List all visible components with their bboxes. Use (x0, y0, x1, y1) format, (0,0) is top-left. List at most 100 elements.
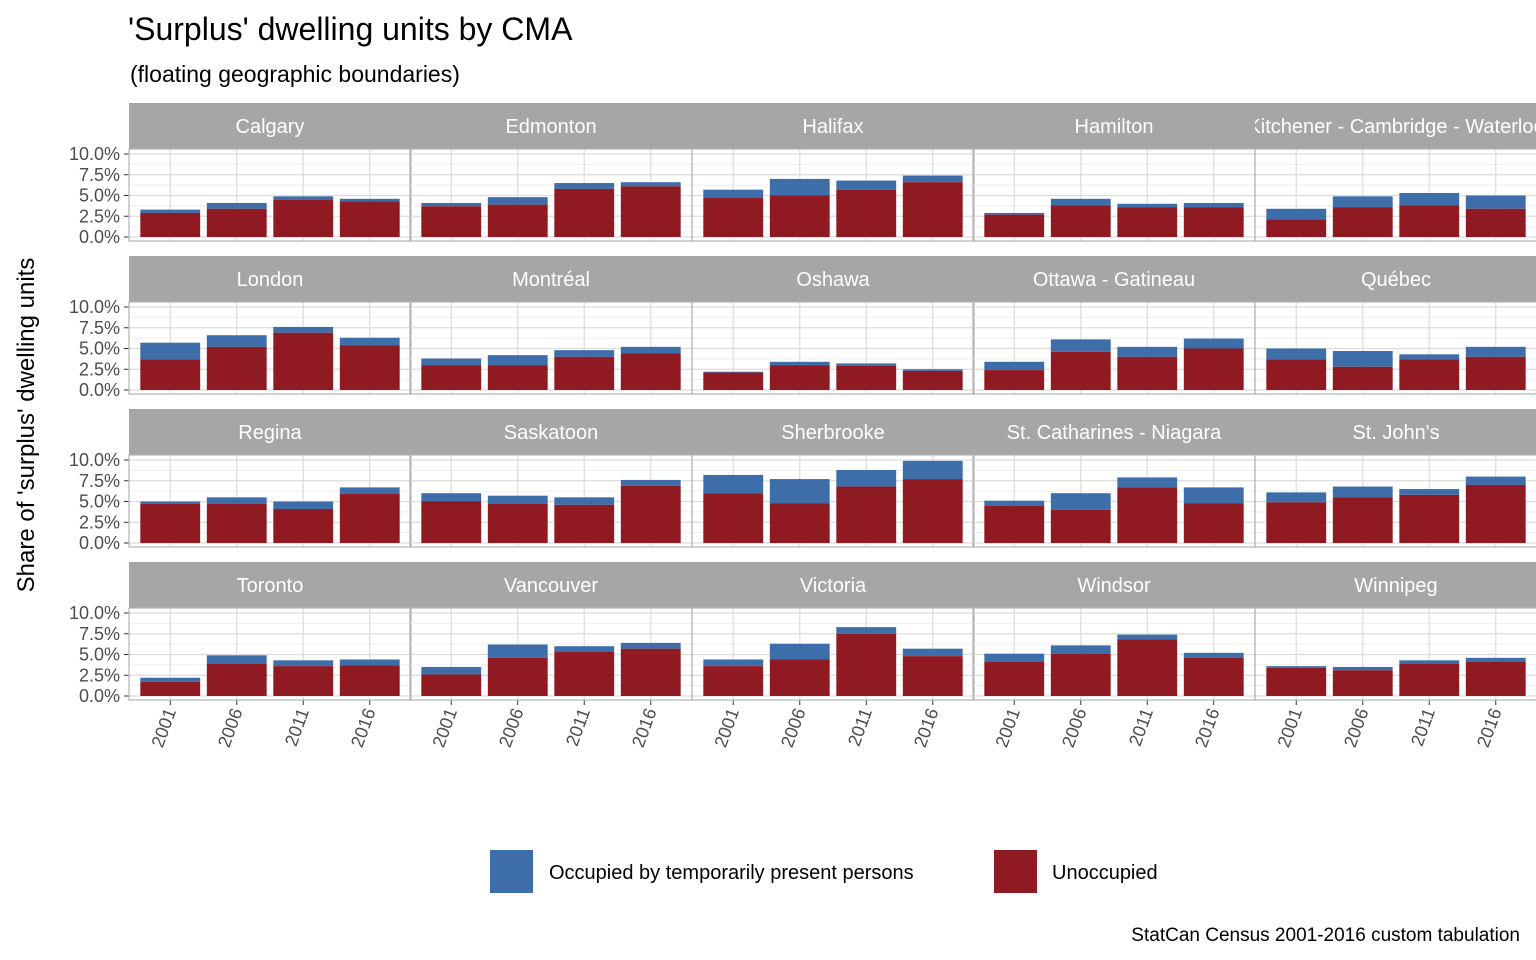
facet-strip (692, 562, 974, 608)
bar-temporary-2011 (554, 646, 615, 653)
bar-unoccupied-2016 (339, 345, 400, 390)
facet-panel-hamilton: Hamilton (972, 103, 1256, 242)
facet-panel-windsor: Windsor 2001 2006 2011 2016 (972, 562, 1256, 750)
bar-temporary-2006 (769, 361, 830, 366)
bar-temporary-2001 (421, 666, 482, 675)
bar-temporary-2016 (339, 659, 400, 666)
x-tick-label: 2001 (429, 706, 461, 750)
x-tick-label: 2006 (214, 706, 246, 750)
bar-temporary-2001 (140, 342, 201, 360)
facet-strip-label: Ottawa - Gatineau (1033, 269, 1195, 291)
bar-temporary-2001 (140, 501, 201, 504)
y-tick-label: 10.0% (69, 603, 120, 623)
y-tick-label: 7.5% (79, 165, 120, 185)
x-tick-label: 2006 (495, 706, 527, 750)
bar-unoccupied-2001 (1266, 359, 1327, 390)
bar-temporary-2011 (1117, 203, 1178, 208)
bar-temporary-2011 (554, 350, 615, 357)
bar-unoccupied-2011 (1399, 494, 1460, 543)
bar-unoccupied-2011 (1117, 487, 1178, 543)
legend-label-unoccupied: Unoccupied (1052, 862, 1158, 884)
bar-temporary-2011 (273, 196, 334, 200)
bar-temporary-2016 (1465, 476, 1526, 485)
bar-unoccupied-2011 (836, 365, 897, 390)
bar-temporary-2016 (1465, 657, 1526, 662)
x-tick-label: 2016 (1473, 706, 1505, 750)
bar-temporary-2016 (620, 642, 681, 649)
facet-panel-montr-al: Montréal (409, 256, 693, 395)
bar-unoccupied-2006 (487, 657, 548, 696)
x-tick-label: 2011 (281, 706, 313, 749)
bar-temporary-2016 (1183, 338, 1244, 349)
x-tick-label: 2001 (992, 706, 1024, 750)
facet-panel-winnipeg: Winnipeg 2001 2006 2011 2016 (1254, 562, 1536, 750)
bar-unoccupied-2006 (1050, 653, 1111, 696)
bar-temporary-2001 (1266, 666, 1327, 668)
bar-unoccupied-2016 (1465, 356, 1526, 390)
x-tick-label: 2001 (711, 706, 743, 750)
bar-unoccupied-2006 (769, 659, 830, 696)
bar-unoccupied-2001 (703, 666, 764, 696)
bar-unoccupied-2016 (339, 201, 400, 237)
bar-unoccupied-2016 (1183, 657, 1244, 696)
bar-temporary-2006 (1332, 350, 1393, 367)
facet-strip-label: Kitchener - Cambridge - Waterloo (1247, 116, 1536, 138)
bar-unoccupied-2011 (273, 332, 334, 390)
bar-temporary-2016 (339, 198, 400, 202)
facet-panel-vancouver: Vancouver 2001 2006 2011 2016 (409, 562, 693, 750)
bar-temporary-2006 (487, 644, 548, 658)
bar-unoccupied-2011 (554, 356, 615, 390)
bar-temporary-2016 (1183, 487, 1244, 504)
bar-temporary-2006 (769, 178, 830, 196)
y-tick-label: 0.0% (79, 533, 120, 553)
facet-panel-halifax: Halifax (691, 103, 975, 242)
bar-unoccupied-2016 (1465, 484, 1526, 543)
facet-strip-label: Halifax (802, 116, 863, 138)
bar-temporary-2006 (1050, 645, 1111, 654)
y-axis-label: Share of 'surplus' dwelling units (13, 258, 40, 593)
x-tick-label: 2011 (844, 706, 876, 749)
bar-temporary-2011 (1399, 489, 1460, 495)
bar-temporary-2006 (1050, 493, 1111, 510)
facet-strip-label: St. Catharines - Niagara (1007, 422, 1222, 444)
x-tick-label: 2016 (910, 706, 942, 750)
y-tick-label: 0.0% (79, 686, 120, 706)
bar-unoccupied-2011 (1399, 663, 1460, 696)
bar-unoccupied-2006 (206, 346, 267, 390)
y-tick-label: 5.0% (79, 339, 120, 359)
bar-temporary-2011 (836, 627, 897, 634)
bar-temporary-2011 (1117, 634, 1178, 640)
bar-unoccupied-2001 (703, 493, 764, 543)
bar-unoccupied-2016 (620, 648, 681, 696)
bar-unoccupied-2011 (273, 508, 334, 543)
bar-temporary-2006 (206, 335, 267, 347)
facet-strip (973, 562, 1255, 608)
facet-strip-label: Vancouver (504, 575, 598, 597)
bar-temporary-2016 (902, 369, 963, 371)
bar-unoccupied-2011 (836, 189, 897, 237)
legend-swatch-temporary (490, 850, 533, 893)
bar-unoccupied-2006 (769, 503, 830, 543)
bar-temporary-2006 (1332, 486, 1393, 498)
bar-unoccupied-2001 (140, 503, 201, 543)
bar-unoccupied-2016 (1465, 208, 1526, 237)
facet-strip-label: Regina (238, 422, 302, 444)
bar-temporary-2001 (703, 371, 764, 373)
facet-strip-label: Sherbrooke (781, 422, 884, 444)
bar-unoccupied-2011 (273, 199, 334, 237)
facet-panel-calgary: Calgary 0.0%2.5%5.0%7.5%10.0% (69, 103, 412, 247)
facet-panel-edmonton: Edmonton (409, 103, 693, 242)
bar-temporary-2011 (1399, 660, 1460, 664)
bar-temporary-2006 (206, 655, 267, 664)
facet-strip (410, 256, 692, 302)
facet-strip (692, 103, 974, 149)
facet-strip-label: Québec (1361, 269, 1431, 291)
bar-temporary-2016 (339, 487, 400, 495)
facet-panel-sherbrooke: Sherbrooke (691, 409, 975, 548)
y-tick-label: 2.5% (79, 206, 120, 226)
facet-panel-oshawa: Oshawa (691, 256, 975, 395)
bar-temporary-2016 (902, 460, 963, 480)
bar-unoccupied-2016 (902, 656, 963, 696)
bar-temporary-2001 (421, 358, 482, 366)
bar-temporary-2001 (984, 653, 1045, 662)
